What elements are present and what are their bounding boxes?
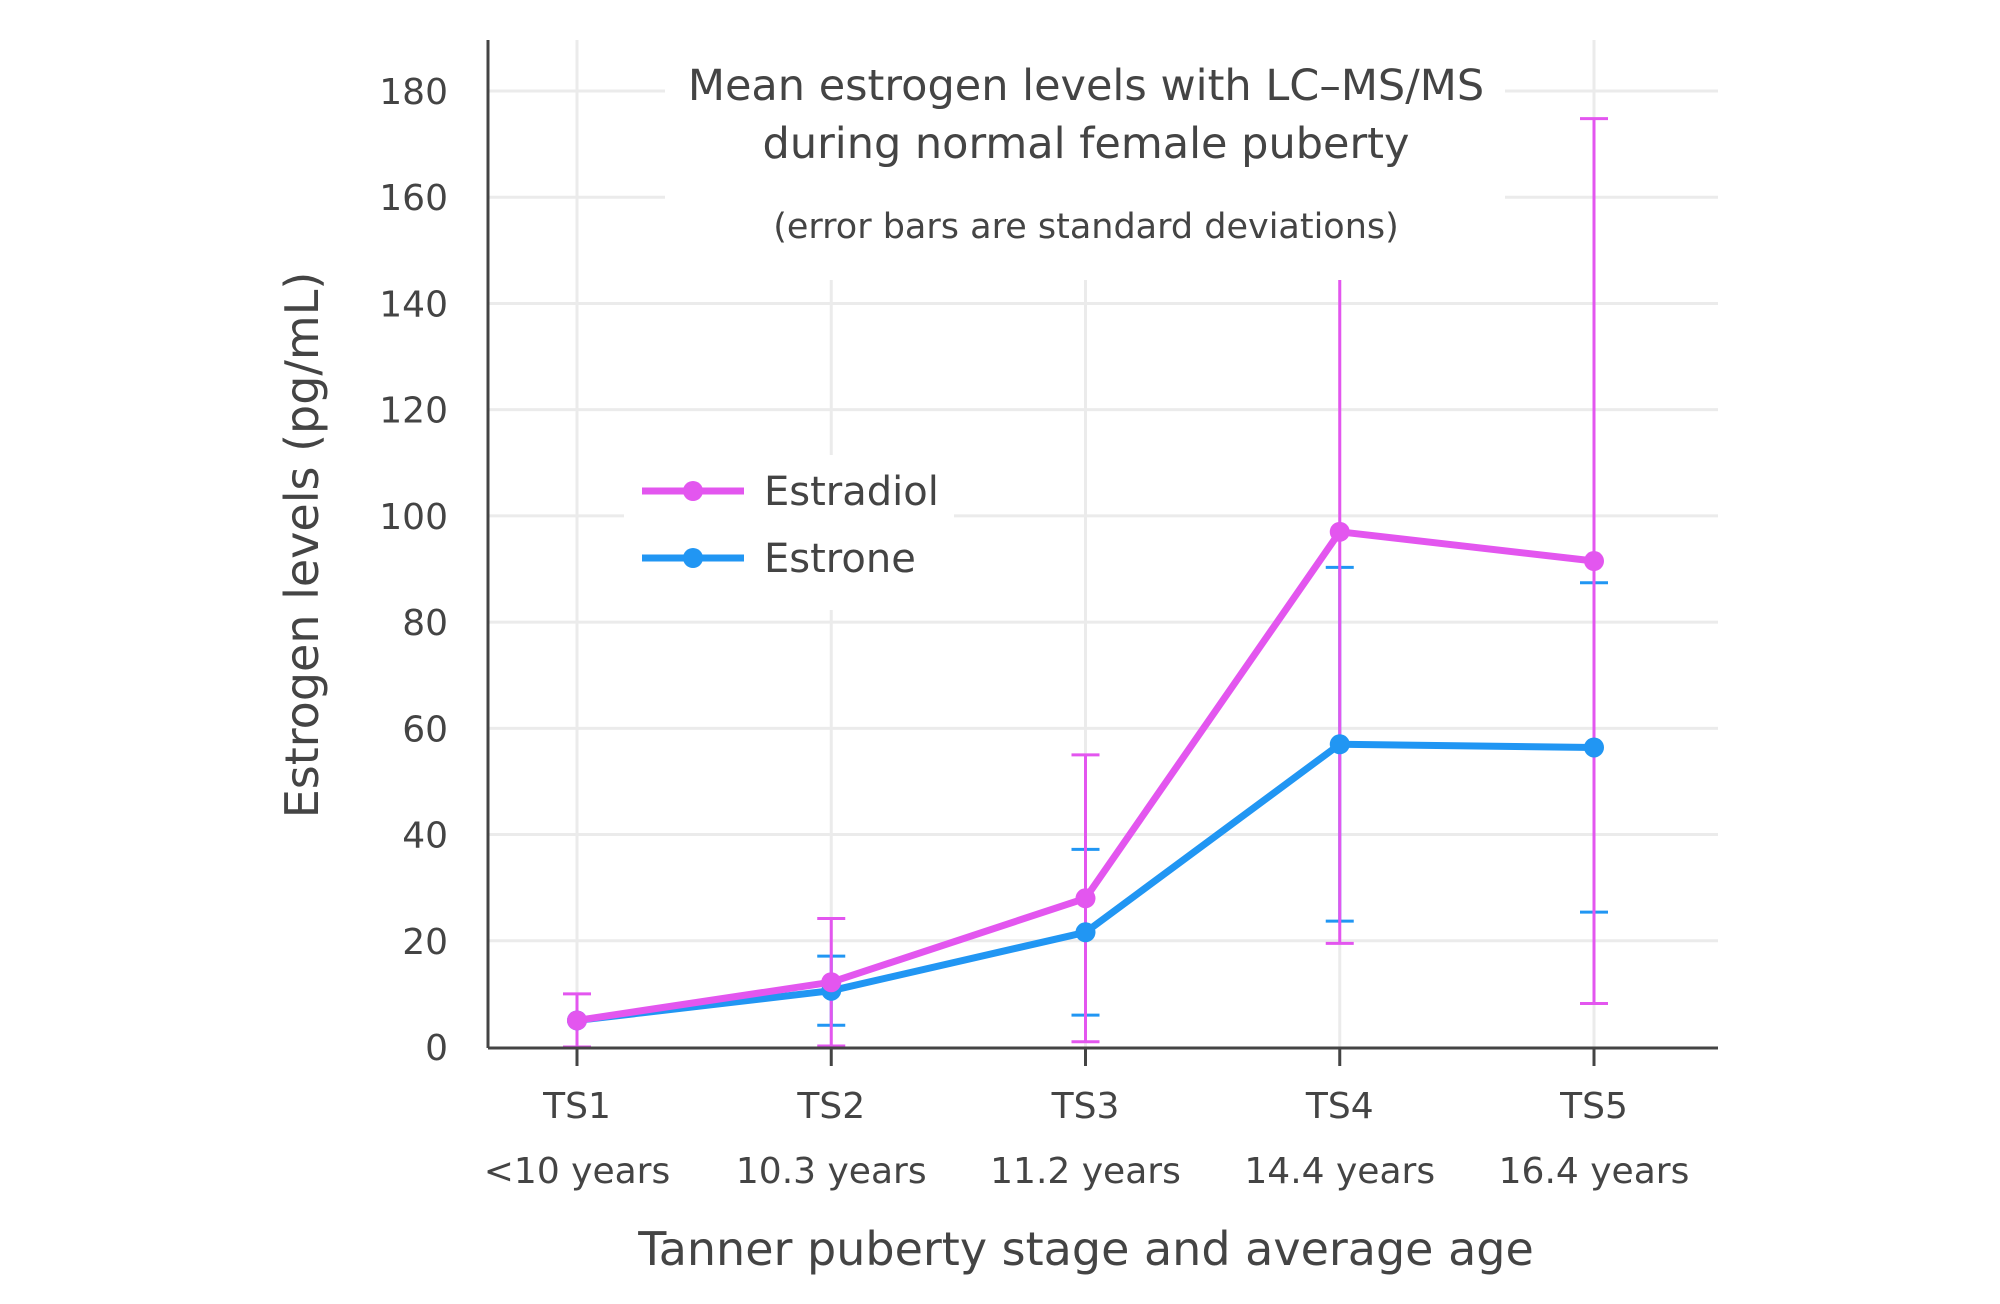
x-tick-label-stage: TS4	[1305, 1086, 1374, 1127]
x-tick-label-age: 14.4 years	[1244, 1151, 1435, 1192]
chart-title: Mean estrogen levels with LC–MS/MS	[688, 61, 1484, 111]
y-tick-label: 140	[379, 284, 448, 325]
chart-title-line2: during normal female puberty	[763, 119, 1410, 169]
title-background	[665, 38, 1505, 280]
legend-background	[624, 455, 954, 610]
point-estrone	[1329, 734, 1350, 755]
legend-marker-estrone	[683, 548, 703, 568]
x-tick-label-age: <10 years	[484, 1151, 671, 1192]
y-tick-label: 100	[379, 497, 448, 538]
y-axis-title: Estrogen levels (pg/mL)	[275, 272, 329, 819]
x-axis-title: Tanner puberty stage and average age	[637, 1222, 1534, 1276]
legend-label-estradiol: Estradiol	[764, 469, 939, 515]
legend-label-estrone: Estrone	[764, 536, 916, 582]
point-estradiol	[567, 1010, 587, 1031]
point-estradiol	[1329, 521, 1350, 542]
y-tick-label: 180	[379, 72, 448, 113]
y-tick-label: 40	[402, 816, 448, 857]
x-tick-label-stage: TS5	[1559, 1086, 1628, 1127]
x-tick-label-stage: TS1	[542, 1086, 611, 1127]
point-estradiol	[1075, 888, 1096, 909]
series-layer	[563, 117, 1608, 1049]
y-tick-label: 160	[379, 178, 448, 219]
y-tick-label: 20	[402, 922, 448, 963]
y-tick-label: 0	[425, 1028, 448, 1069]
point-estradiol	[821, 972, 842, 993]
chart-subtitle: (error bars are standard deviations)	[773, 207, 1399, 247]
x-tick-label-age: 16.4 years	[1499, 1151, 1690, 1192]
x-tick-label-age: 10.3 years	[736, 1151, 927, 1192]
y-tick-label: 80	[402, 603, 448, 644]
tick-labels: 0 20 40 60 80 100 120 140 160 180 TS1 <10 years TS2 1…	[379, 72, 1689, 1192]
legend-marker-estradiol	[683, 481, 703, 501]
x-tick-label-stage: TS2	[796, 1086, 865, 1127]
x-tick-label-age: 11.2 years	[990, 1151, 1181, 1192]
point-estrone	[1075, 922, 1096, 943]
y-tick-label: 60	[402, 709, 448, 750]
legend: Estradiol Estrone	[624, 455, 954, 610]
point-estrone	[1584, 737, 1604, 758]
x-tick-label-stage: TS3	[1051, 1086, 1120, 1127]
point-estradiol	[1584, 551, 1604, 572]
y-tick-label: 120	[379, 391, 448, 432]
